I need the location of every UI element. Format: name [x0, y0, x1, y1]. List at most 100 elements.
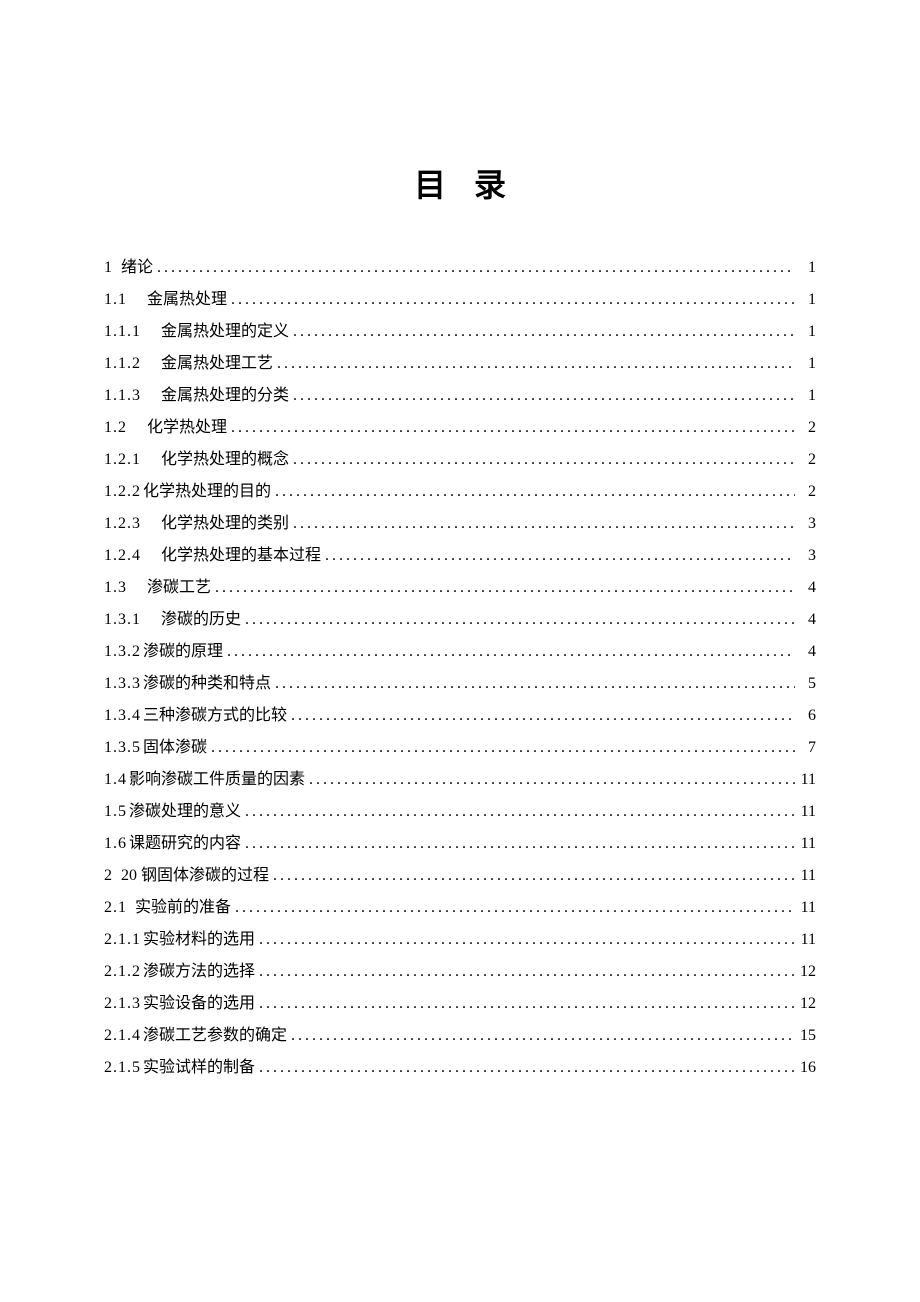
- toc-number: 2.1.2: [104, 964, 141, 980]
- toc-title: 化学热处理的基本过程: [161, 548, 321, 564]
- toc-title: 实验材料的选用: [143, 932, 255, 948]
- toc-number: 2.1.5: [104, 1060, 141, 1076]
- toc-leader-dots: [273, 868, 795, 884]
- toc-title: 固体渗碳: [143, 740, 207, 756]
- toc-leader-dots: [291, 708, 795, 724]
- toc-leader-dots: [235, 900, 795, 916]
- toc-title: 金属热处理: [147, 292, 227, 308]
- toc-row: 1.3.1 渗碳的历史 4: [104, 612, 816, 628]
- toc-number: 1.3.5: [104, 740, 141, 756]
- toc-title: 实验试样的制备: [143, 1060, 255, 1076]
- toc-row: 1.3.5固体渗碳 7: [104, 740, 816, 756]
- toc-page-number: 4: [796, 580, 816, 596]
- toc-page-number: 1: [796, 260, 816, 276]
- toc-leader-dots: [277, 356, 795, 372]
- toc-number: 1.3.1: [104, 612, 141, 628]
- toc-number: 1.2.3: [104, 516, 141, 532]
- toc-row: 1.2.2化学热处理的目的2: [104, 484, 816, 500]
- toc-number: 1.1.1: [104, 324, 141, 340]
- toc-row: 1.2 化学热处理 2: [104, 420, 816, 436]
- toc-title: 渗碳的种类和特点: [143, 676, 271, 692]
- toc-page-number: 3: [796, 516, 816, 532]
- toc-row: 2.1.2渗碳方法的选择12: [104, 964, 816, 980]
- toc-leader-dots: [309, 772, 795, 788]
- toc-number: 2: [104, 868, 113, 884]
- toc-number: 1.1.2: [104, 356, 141, 372]
- toc-page-number: 11: [796, 900, 816, 916]
- toc-page-number: 7: [796, 740, 816, 756]
- toc-row: 1.5渗碳处理的意义 11: [104, 804, 816, 820]
- toc-leader-dots: [231, 420, 795, 436]
- toc-leader-dots: [325, 548, 795, 564]
- toc-leader-dots: [275, 484, 795, 500]
- toc-row: 1.2.4化学热处理的基本过程3: [104, 548, 816, 564]
- toc-row: 1.1.1 金属热处理的定义 1: [104, 324, 816, 340]
- toc-number: 1.3.3: [104, 676, 141, 692]
- toc-row: 1.1.2 金属热处理工艺 1: [104, 356, 816, 372]
- toc-number: 1.2: [104, 420, 127, 436]
- toc-page-number: 11: [796, 772, 816, 788]
- toc-title: 渗碳处理的意义: [129, 804, 241, 820]
- toc-leader-dots: [293, 452, 795, 468]
- toc-title: 金属热处理的定义: [161, 324, 289, 340]
- toc-title: 渗碳的历史: [161, 612, 241, 628]
- toc-title: 绪论: [121, 260, 153, 276]
- toc-title: 化学热处理: [147, 420, 227, 436]
- toc-leader-dots: [231, 292, 795, 308]
- toc-leader-dots: [259, 996, 795, 1012]
- toc-page-number: 12: [796, 996, 816, 1012]
- toc-row: 2.1.1实验材料的选用 11: [104, 932, 816, 948]
- toc-title: 化学热处理的目的: [143, 484, 271, 500]
- toc-leader-dots: [245, 612, 795, 628]
- toc-leader-dots: [157, 260, 795, 276]
- toc-row: 1.3渗碳工艺4: [104, 580, 816, 596]
- toc-page-number: 5: [796, 676, 816, 692]
- toc-title: 实验设备的选用: [143, 996, 255, 1012]
- toc-page-number: 1: [796, 356, 816, 372]
- toc-row: 1.4影响渗碳工件质量的因素11: [104, 772, 816, 788]
- toc-number: 1: [104, 260, 113, 276]
- toc-leader-dots: [259, 964, 795, 980]
- toc-leader-dots: [291, 1028, 795, 1044]
- toc-page-number: 1: [796, 388, 816, 404]
- toc-leader-dots: [259, 1060, 795, 1076]
- toc-number: 2.1: [104, 900, 127, 916]
- toc-page-number: 11: [796, 804, 816, 820]
- toc-title: 影响渗碳工件质量的因素: [129, 772, 305, 788]
- toc-title: 金属热处理的分类: [161, 388, 289, 404]
- toc-row: 2.1.5实验试样的制备 16: [104, 1060, 816, 1076]
- toc-title: 三种渗碳方式的比较: [143, 708, 287, 724]
- toc-row: 1.3.2渗碳的原理4: [104, 644, 816, 660]
- toc-page-number: 1: [796, 324, 816, 340]
- toc-number: 1.3: [104, 580, 127, 596]
- toc-leader-dots: [245, 836, 795, 852]
- toc-page-number: 16: [796, 1060, 816, 1076]
- toc-number: 1.6: [104, 836, 127, 852]
- toc-title: 化学热处理的类别: [161, 516, 289, 532]
- toc-number: 2.1.1: [104, 932, 141, 948]
- toc-leader-dots: [211, 740, 795, 756]
- toc-row: 1.1金属热处理1: [104, 292, 816, 308]
- toc-page-number: 2: [796, 452, 816, 468]
- toc-page-number: 4: [796, 644, 816, 660]
- toc-leader-dots: [293, 324, 795, 340]
- toc-number: 1.2.4: [104, 548, 141, 564]
- toc-number: 2.1.4: [104, 1028, 141, 1044]
- toc-title: 课题研究的内容: [129, 836, 241, 852]
- toc-title: 金属热处理工艺: [161, 356, 273, 372]
- toc-row: 1.1.3金属热处理的分类1: [104, 388, 816, 404]
- toc-number: 1.1: [104, 292, 127, 308]
- toc-number: 1.5: [104, 804, 127, 820]
- toc-number: 1.3.4: [104, 708, 141, 724]
- page-title: 目录: [104, 160, 816, 206]
- table-of-contents: 1绪论11.1金属热处理11.1.1金属热处理的定义11.1.2金属热处理工艺1…: [104, 260, 816, 1076]
- toc-page-number: 4: [796, 612, 816, 628]
- toc-page-number: 2: [796, 420, 816, 436]
- toc-page-number: 11: [796, 932, 816, 948]
- toc-title: 渗碳工艺参数的确定: [143, 1028, 287, 1044]
- toc-title: 化学热处理的概念: [161, 452, 289, 468]
- toc-leader-dots: [293, 516, 795, 532]
- toc-row: 220 钢固体渗碳的过程11: [104, 868, 816, 884]
- toc-title: 渗碳方法的选择: [143, 964, 255, 980]
- toc-row: 2.1.3实验设备的选用12: [104, 996, 816, 1012]
